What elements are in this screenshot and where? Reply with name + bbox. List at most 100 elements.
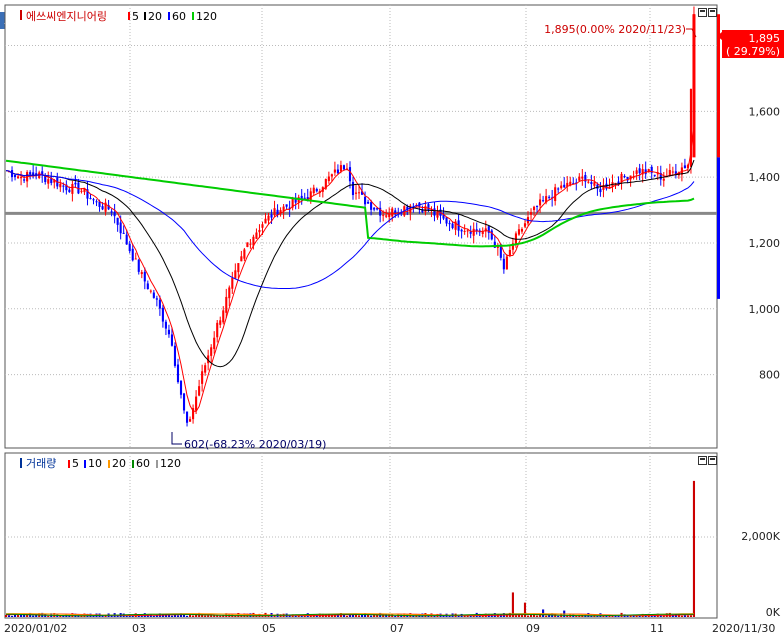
volume-bar [683, 615, 686, 617]
candle-body [644, 169, 647, 175]
candle-body [128, 243, 131, 252]
x-tick-label: 2020/11/30 [712, 622, 775, 635]
volume-bar [17, 615, 20, 617]
volume-bar [532, 613, 536, 617]
volume-bar [614, 615, 617, 617]
volume-bar [207, 615, 210, 617]
candle-body [131, 248, 134, 261]
candle-body [433, 208, 436, 216]
candle-body [137, 259, 140, 272]
candle-body [83, 188, 86, 193]
candle-body [436, 211, 439, 218]
maximize-price-panel-icon[interactable] [708, 8, 717, 17]
candle-body [557, 188, 560, 190]
volume-bar [689, 615, 693, 617]
candle-body [354, 192, 358, 194]
candle-body [71, 183, 74, 194]
candle-body [167, 329, 170, 335]
candle-body [225, 296, 228, 313]
volume-bar [370, 615, 373, 617]
volume-bar [545, 615, 548, 617]
volume-bar [216, 614, 219, 617]
volume-bar [315, 615, 318, 617]
volume-bar [303, 615, 306, 617]
volume-bar [671, 615, 674, 617]
volume-bar [557, 615, 560, 617]
high-annotation-text: 1,895(0.00% 2020/11/23) [544, 23, 686, 36]
candle-body [113, 211, 116, 217]
maximize-volume-panel-icon[interactable] [708, 456, 717, 465]
candle-body [581, 176, 584, 179]
candle-body [391, 208, 394, 217]
x-tick-label: 03 [132, 622, 146, 635]
volume-bar [554, 614, 557, 617]
volume-bar [520, 615, 524, 617]
candle-body [548, 196, 551, 198]
candle-body [270, 214, 273, 218]
candle-body [89, 198, 92, 200]
candle-body [182, 393, 186, 411]
volume-bar [92, 615, 95, 617]
volume-bar [385, 614, 388, 617]
candle-body [424, 206, 427, 212]
candle-body [173, 345, 177, 366]
candle-body [210, 347, 213, 356]
candle-body [134, 258, 137, 260]
candle-body [143, 271, 146, 282]
volume-bar [312, 615, 315, 617]
candle-body [463, 230, 466, 232]
minimize-volume-panel-icon[interactable] [698, 456, 707, 465]
volume-bar [204, 615, 207, 617]
price-range-down-bar [717, 157, 720, 299]
candle-body [110, 211, 113, 213]
candle-body [185, 411, 189, 423]
candle-body [364, 196, 367, 205]
volume-bar [140, 615, 143, 617]
candle-body [442, 214, 445, 219]
volume-bar [629, 615, 632, 617]
volume-bar [354, 614, 358, 617]
candle-body [539, 199, 542, 206]
candle-body [104, 202, 107, 212]
candle-body [41, 171, 44, 175]
candle-body [490, 230, 493, 240]
volume-bar [23, 613, 26, 617]
volume-bar [20, 613, 23, 617]
candle-body [59, 183, 62, 188]
volume-tick-label: 2,000K [741, 530, 780, 543]
ma-120-line [5, 159, 695, 248]
volume-bar [234, 615, 237, 617]
candle-body [421, 209, 424, 213]
volume-bar [59, 615, 62, 617]
candle-body [653, 174, 656, 176]
legend-ma-60: 60 [172, 10, 186, 23]
volume-bar [536, 615, 539, 617]
volume-bar [357, 615, 361, 617]
volume-bar [192, 615, 195, 617]
candle-body [517, 229, 521, 235]
volume-bar [626, 614, 629, 617]
candle-body [234, 270, 237, 279]
volume-bar [566, 614, 569, 617]
candle-body [554, 187, 557, 202]
candle-body [80, 190, 83, 192]
volume-bar [523, 602, 527, 617]
volume-bar [104, 614, 107, 617]
candle-body [92, 199, 95, 201]
volume-bar [176, 615, 180, 617]
candle-body [668, 169, 671, 176]
candle-body [306, 197, 309, 201]
legend-vol-ma-20: 20 [112, 457, 126, 470]
volume-bar [7, 615, 11, 617]
volume-bar [659, 615, 662, 617]
candle-body [77, 182, 80, 194]
candle-body [487, 226, 490, 233]
candle-body [342, 165, 346, 170]
volume-bar [210, 615, 213, 617]
minimize-price-panel-icon[interactable] [698, 8, 707, 17]
volume-bar [185, 615, 189, 617]
volume-bar [47, 615, 50, 617]
candle-body [23, 179, 26, 181]
candle-body [294, 197, 297, 203]
volume-bar [297, 615, 300, 617]
